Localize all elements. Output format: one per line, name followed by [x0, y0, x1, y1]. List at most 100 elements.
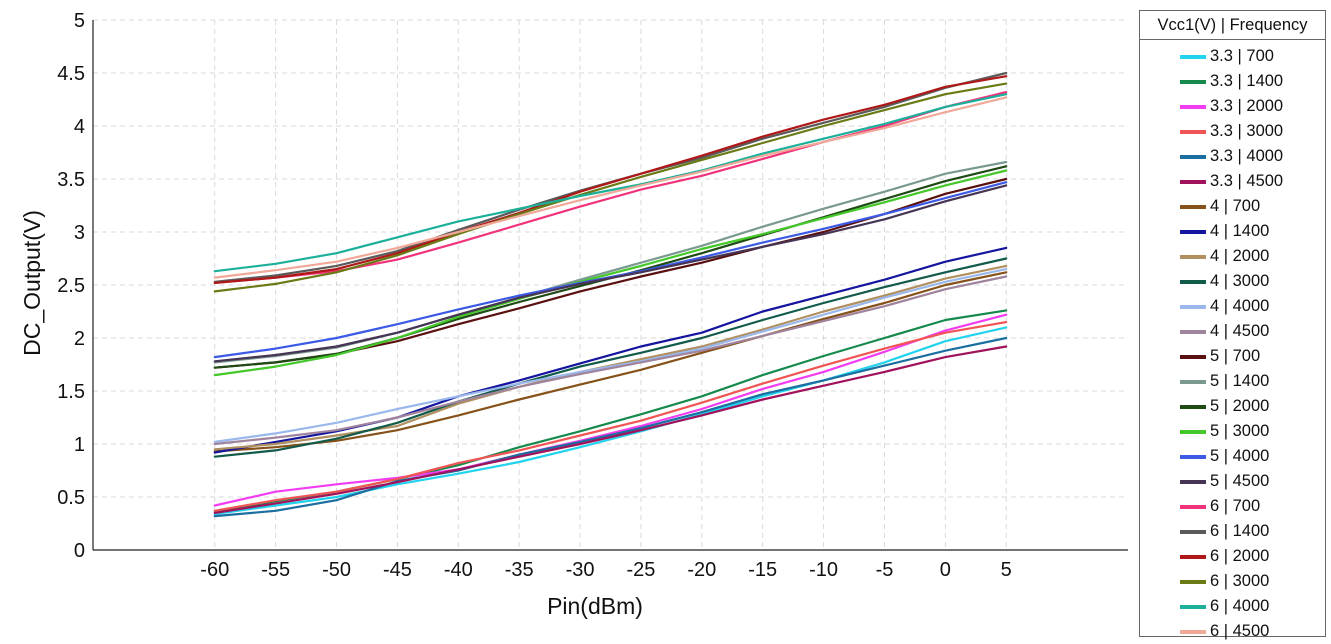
y-tick-label: 2 [74, 328, 85, 350]
legend-item: 4 | 1400 [1140, 219, 1325, 244]
legend-label: 3.3 | 3000 [1210, 122, 1284, 140]
y-tick-label: 3 [74, 222, 85, 244]
legend-swatch [1180, 454, 1206, 459]
legend-label: 4 | 3000 [1210, 272, 1270, 290]
series-line-2 [213, 313, 1008, 507]
x-tick-label: -10 [809, 559, 838, 581]
legend-item: 6 | 1400 [1140, 519, 1325, 544]
series-line-11 [213, 275, 1008, 446]
x-tick-label: 5 [1001, 559, 1012, 581]
legend-item: 6 | 700 [1140, 494, 1325, 519]
y-tick-label: 3.5 [57, 169, 85, 191]
legend-item: 4 | 2000 [1140, 244, 1325, 269]
legend-swatch [1180, 379, 1206, 384]
legend-label: 5 | 2000 [1210, 397, 1270, 415]
legend-item: 3.3 | 4000 [1140, 144, 1325, 169]
series-line-6 [213, 271, 1008, 453]
legend-swatch [1180, 604, 1206, 609]
tick-labels: -60 -55 -50 -45 -40 -35 -30 -25 -20 -15 -10 -5 0 500.… [57, 10, 1012, 581]
series-lines [213, 71, 1008, 518]
legend-swatch [1180, 504, 1206, 509]
x-tick-label: -45 [383, 559, 412, 581]
legend-label: 4 | 4000 [1210, 297, 1270, 315]
legend-swatch [1180, 154, 1206, 159]
legend-label: 6 | 1400 [1210, 522, 1270, 540]
legend-item: 6 | 3000 [1140, 569, 1325, 594]
x-tick-label: -60 [200, 559, 229, 581]
legend-label: 5 | 700 [1210, 347, 1261, 365]
x-tick-label: -35 [505, 559, 534, 581]
legend-item: 3.3 | 3000 [1140, 119, 1325, 144]
legend-item: 3.3 | 1400 [1140, 69, 1325, 94]
series-line-22 [213, 93, 1008, 273]
y-tick-label: 0 [74, 540, 85, 562]
legend-label: 6 | 4500 [1210, 622, 1270, 640]
series-line-17 [213, 184, 1008, 363]
x-axis-title: Pin(dBm) [547, 593, 643, 619]
y-tick-label: 2.5 [57, 275, 85, 297]
legend-item: 4 | 4000 [1140, 294, 1325, 319]
legend-label: 3.3 | 700 [1210, 47, 1274, 65]
line-chart: -60 -55 -50 -45 -40 -35 -30 -25 -20 -15 -10 -5 0 500.… [19, 10, 1128, 619]
y-axis-title: DC_Output(V) [19, 210, 45, 356]
series-line-20 [213, 75, 1008, 284]
y-tick-label: 4.5 [57, 63, 85, 85]
legend-swatch [1180, 404, 1206, 409]
series-line-1 [213, 309, 1008, 513]
legend-item: 5 | 1400 [1140, 369, 1325, 394]
legend-items: 3.3 | 700 3.3 | 1400 3.3 | 2000 3.3 | 3000 3… [1140, 40, 1325, 644]
x-tick-label: -25 [626, 559, 655, 581]
legend-label: 6 | 3000 [1210, 572, 1270, 590]
legend-item: 4 | 3000 [1140, 269, 1325, 294]
legend-item: 6 | 4500 [1140, 619, 1325, 644]
legend-label: 5 | 4000 [1210, 447, 1270, 465]
legend-swatch [1180, 179, 1206, 184]
series-line-23 [213, 96, 1008, 279]
legend-swatch [1180, 129, 1206, 134]
y-tick-label: 1.5 [57, 381, 85, 403]
legend-title: Vcc1(V) | Frequency [1140, 11, 1325, 40]
legend-label: 4 | 4500 [1210, 322, 1270, 340]
legend-swatch [1180, 554, 1206, 559]
legend-item: 3.3 | 700 [1140, 44, 1325, 69]
x-tick-label: -20 [687, 559, 716, 581]
axes [92, 20, 1128, 551]
legend-swatch [1180, 429, 1206, 434]
legend-label: 3.3 | 1400 [1210, 72, 1284, 90]
legend-swatch [1180, 354, 1206, 359]
legend-label: 3.3 | 2000 [1210, 97, 1284, 115]
legend-swatch [1180, 304, 1206, 309]
legend-swatch [1180, 229, 1206, 234]
x-tick-label: -55 [261, 559, 290, 581]
legend-swatch [1180, 629, 1206, 634]
legend-swatch [1180, 329, 1206, 334]
legend-swatch [1180, 279, 1206, 284]
legend-swatch [1180, 204, 1206, 209]
legend-label: 4 | 700 [1210, 197, 1261, 215]
legend-label: 4 | 1400 [1210, 222, 1270, 240]
legend-item: 6 | 4000 [1140, 594, 1325, 619]
series-line-4 [213, 336, 1008, 518]
legend-label: 6 | 4000 [1210, 597, 1270, 615]
legend-item: 5 | 4000 [1140, 444, 1325, 469]
legend-item: 3.3 | 2000 [1140, 94, 1325, 119]
series-line-5 [213, 345, 1008, 515]
legend-label: 6 | 700 [1210, 497, 1261, 515]
y-tick-label: 4 [74, 116, 85, 138]
legend-label: 6 | 2000 [1210, 547, 1270, 565]
legend-item: 5 | 700 [1140, 344, 1325, 369]
legend-swatch [1180, 104, 1206, 109]
x-tick-label: -50 [322, 559, 351, 581]
legend-item: 3.3 | 4500 [1140, 169, 1325, 194]
series-line-9 [213, 257, 1008, 458]
y-tick-label: 5 [74, 10, 85, 32]
x-tick-label: -15 [748, 559, 777, 581]
legend-swatch [1180, 579, 1206, 584]
x-tick-label: 0 [940, 559, 951, 581]
y-tick-label: 1 [74, 434, 85, 456]
legend-swatch [1180, 254, 1206, 259]
y-tick-label: 0.5 [57, 487, 85, 509]
legend-label: 3.3 | 4000 [1210, 147, 1284, 165]
x-tick-label: -40 [444, 559, 473, 581]
legend-label: 5 | 4500 [1210, 472, 1270, 490]
